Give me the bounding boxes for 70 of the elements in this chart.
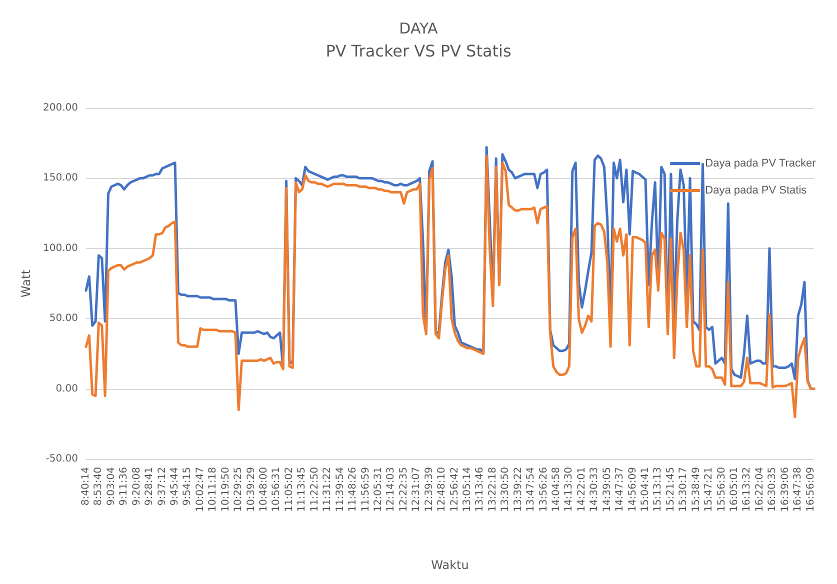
y-axis-title: Watt <box>19 269 34 298</box>
y-tick-label: 0.00 <box>56 383 78 394</box>
x-tick-label: 14:39:05 <box>602 467 613 512</box>
x-tick-label: 10:56:31 <box>271 467 282 512</box>
x-tick-label: 15:47:21 <box>704 467 715 512</box>
x-tick-label: 15:38:49 <box>690 467 702 512</box>
chart-subtitle: PV Tracker VS PV Statis <box>326 42 512 60</box>
x-tick-label: 10:19:50 <box>220 467 232 512</box>
x-tick-label: 8:40:14 <box>80 467 92 506</box>
x-tick-label: 9:54:15 <box>182 467 194 506</box>
x-tick-label: 13:56:26 <box>538 467 550 512</box>
x-tick-label: 9:37:12 <box>156 467 168 506</box>
x-tick-label: 11:05:02 <box>284 467 295 512</box>
x-tick-label: 16:39:06 <box>780 467 791 512</box>
x-tick-label: 15:56:30 <box>716 467 728 512</box>
x-tick-label: 9:20:08 <box>131 467 142 506</box>
legend-label: Daya pada PV Tracker <box>705 158 816 170</box>
x-tick-label: 16:05:01 <box>729 467 740 512</box>
x-tick-label: 12:56:42 <box>449 467 460 512</box>
y-tick-label: 150.00 <box>43 172 78 184</box>
x-tick-label: 14:13:30 <box>564 467 575 512</box>
x-tick-label: 16:22:04 <box>754 467 766 512</box>
x-tick-label: 16:13:32 <box>742 467 753 512</box>
chart-title: DAYA <box>399 20 439 38</box>
x-tick-label: 11:39:54 <box>334 467 346 512</box>
x-tick-label: 12:31:07 <box>411 467 422 512</box>
y-tick-label: 100.00 <box>43 242 78 254</box>
x-tick-label: 11:13:45 <box>296 467 308 512</box>
x-tick-label: 8:53:40 <box>93 467 104 506</box>
x-tick-label: 16:56:09 <box>805 467 816 512</box>
x-tick-label: 12:05:31 <box>372 467 384 512</box>
x-tick-label: 11:22:50 <box>309 467 320 512</box>
x-tick-label: 13:39:22 <box>512 467 524 512</box>
legend-label: Daya pada PV Statis <box>705 184 808 196</box>
x-tick-label: 11:31:22 <box>322 467 334 512</box>
x-tick-label: 14:56:09 <box>627 467 638 512</box>
x-tick-label: 9:11:36 <box>118 467 130 506</box>
x-tick-label: 10:39:29 <box>246 467 257 512</box>
x-tick-label: 13:05:14 <box>462 467 473 512</box>
x-tick-label: 14:30:33 <box>589 467 600 512</box>
x-tick-label: 12:48:10 <box>436 467 448 512</box>
x-tick-label: 15:04:41 <box>640 467 652 512</box>
x-tick-label: 13:22:18 <box>487 467 498 512</box>
x-tick-label: 14:22:01 <box>576 467 588 512</box>
y-tick-label: -50.00 <box>46 454 78 464</box>
x-tick-label: 15:30:17 <box>678 467 690 512</box>
x-tick-label: 9:28:41 <box>144 467 156 506</box>
x-tick-label: 15:13:13 <box>652 467 664 512</box>
x-tick-label: 14:04:58 <box>551 467 562 512</box>
x-tick-label: 14:47:37 <box>614 467 626 512</box>
x-tick-label: 13:13:46 <box>474 467 486 512</box>
x-tick-label: 16:30:35 <box>767 467 778 512</box>
x-tick-label: 9:45:44 <box>170 467 181 506</box>
x-tick-label: 12:14:03 <box>386 467 397 512</box>
x-tick-label: 11:48:26 <box>348 467 359 512</box>
x-tick-label: 11:56:59 <box>360 467 372 512</box>
x-tick-label: 12:22:35 <box>398 467 410 512</box>
x-tick-label: 13:30:50 <box>500 467 512 512</box>
x-axis-title: Waktu <box>431 558 469 572</box>
x-tick-label: 15:21:45 <box>665 467 676 512</box>
x-tick-label: 16:47:38 <box>792 467 804 512</box>
y-tick-label: 50.00 <box>49 313 78 324</box>
x-tick-label: 12:39:39 <box>424 467 435 512</box>
y-tick-label: 200.00 <box>43 102 78 114</box>
x-tick-label: 9:03:04 <box>106 467 117 506</box>
x-tick-label: 13:47:54 <box>526 467 537 512</box>
x-tick-label: 10:29:25 <box>233 467 244 512</box>
x-tick-label: 10:48:00 <box>258 467 270 512</box>
x-tick-label: 10:02:47 <box>194 467 206 512</box>
x-tick-label: 10:11:18 <box>208 467 219 512</box>
